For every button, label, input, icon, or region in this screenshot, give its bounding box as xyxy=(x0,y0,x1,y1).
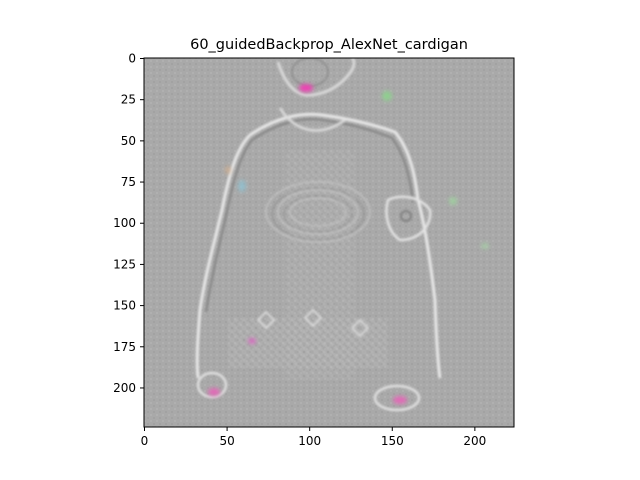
heatmap-image xyxy=(144,58,514,427)
orange-tint xyxy=(225,166,231,174)
y-tick-label: 25 xyxy=(121,93,136,107)
y-axis-ticks: 0 25 50 75 100 125 150 175 200 xyxy=(113,52,144,395)
green-spot-2 xyxy=(449,197,457,205)
head-contour xyxy=(276,58,356,97)
cardigan-outline-light xyxy=(195,112,442,379)
chart-title: 60_guidedBackprop_AlexNet_cardigan xyxy=(190,37,468,53)
x-tick-label: 0 xyxy=(141,434,149,448)
green-spot-1 xyxy=(382,91,392,101)
right-hand xyxy=(373,384,421,412)
y-tick-label: 100 xyxy=(113,216,136,230)
x-tick-label: 150 xyxy=(381,434,404,448)
left-hand xyxy=(196,371,228,399)
green-spot-3 xyxy=(481,243,489,249)
hem-highlight xyxy=(248,338,256,344)
cyan-tint xyxy=(238,180,246,192)
y-tick-label: 75 xyxy=(121,175,136,189)
axes-frame xyxy=(143,57,515,428)
y-tick-label: 150 xyxy=(113,299,136,313)
y-tick-label: 175 xyxy=(113,340,136,354)
left-hand-highlight xyxy=(208,388,220,396)
mouth-highlight xyxy=(299,84,313,92)
x-tick-label: 50 xyxy=(219,434,234,448)
right-hand-highlight xyxy=(393,396,407,404)
y-tick-label: 200 xyxy=(113,381,136,395)
x-tick-label: 100 xyxy=(298,434,321,448)
x-tick-label: 200 xyxy=(463,434,486,448)
collar xyxy=(278,107,346,132)
right-cuff xyxy=(385,195,432,242)
x-axis-ticks: 0 50 100 150 200 xyxy=(141,427,486,448)
y-tick-label: 50 xyxy=(121,134,136,148)
hem-diamonds xyxy=(256,308,370,338)
y-tick-label: 0 xyxy=(128,52,136,66)
cardigan-outline-dark xyxy=(205,118,414,313)
y-tick-label: 125 xyxy=(113,257,136,271)
